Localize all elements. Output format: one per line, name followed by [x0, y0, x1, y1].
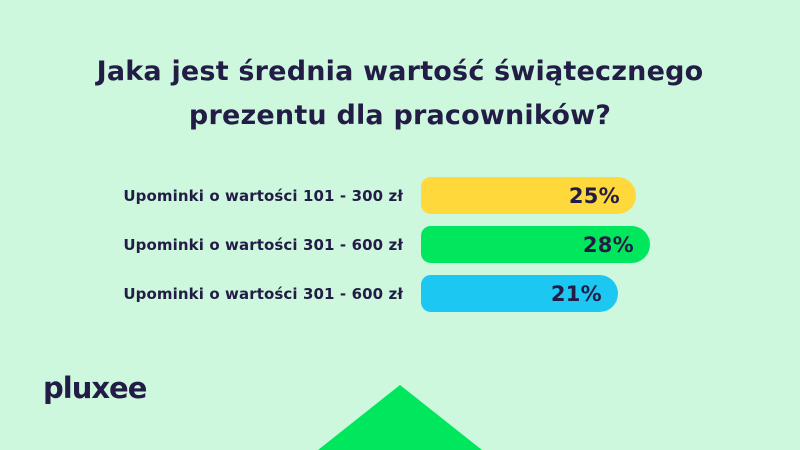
- bar-label: Upominki o wartości 301 - 600 zł: [123, 235, 403, 254]
- pluxee-logo: pluxee: [43, 371, 147, 405]
- chart-row: Upominki o wartości 301 - 600 zł 28%: [0, 226, 800, 263]
- bar-value: 21%: [550, 281, 602, 306]
- page-title-line-2: prezentu dla pracowników?: [188, 100, 612, 131]
- chart-row: Upominki o wartości 301 - 600 zł 21%: [0, 275, 800, 312]
- up-arrow-shape: [318, 385, 482, 450]
- chart-row: Upominki o wartości 101 - 300 zł 25%: [0, 177, 800, 214]
- bar-label: Upominki o wartości 301 - 600 zł: [123, 284, 403, 303]
- bar-value: 25%: [568, 183, 620, 208]
- bar-value: 28%: [582, 232, 634, 257]
- up-arrow-decoration: [318, 385, 482, 450]
- page-title-line-1: Jaka jest średnia wartość świątecznego: [96, 56, 704, 87]
- bar-label: Upominki o wartości 101 - 300 zł: [123, 186, 403, 205]
- bar: 21%: [421, 275, 618, 312]
- bar: 25%: [421, 177, 636, 214]
- bar-chart: Upominki o wartości 101 - 300 zł 25% Upomi…: [0, 177, 800, 324]
- bar: 28%: [421, 226, 650, 263]
- page-title: Jaka jest średnia wartość świątecznego p…: [0, 50, 800, 138]
